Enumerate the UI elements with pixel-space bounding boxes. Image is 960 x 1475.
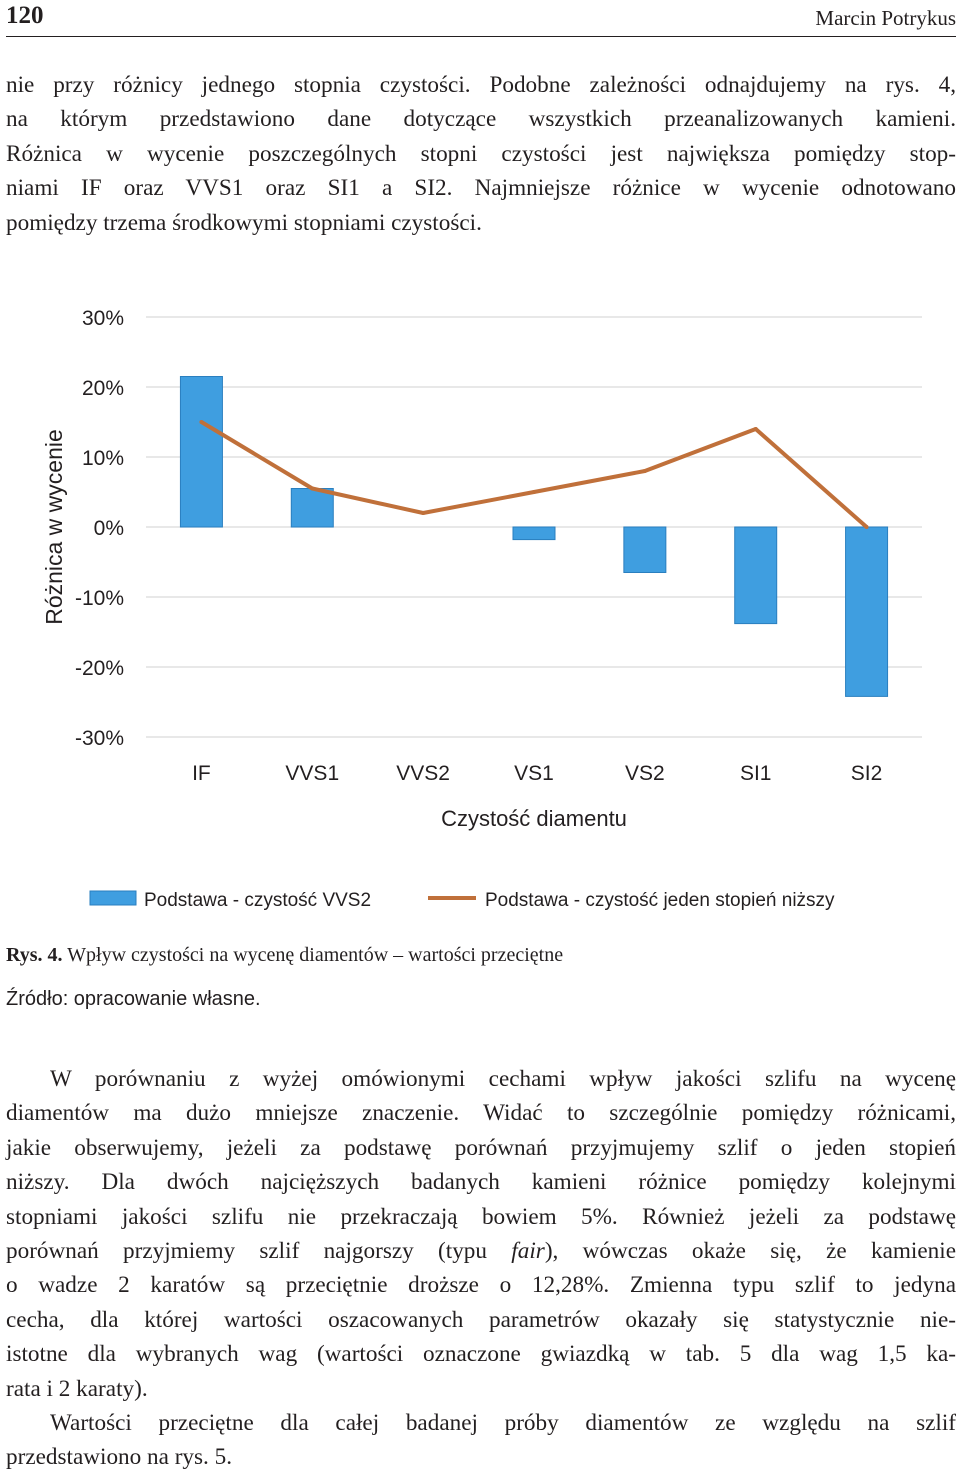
line-point-vs1 — [532, 490, 536, 494]
bar-si2 — [845, 526, 889, 697]
chart-legend: Podstawa - czystość VVS2 Podstawa - czys… — [89, 890, 835, 911]
bar-vvs1 — [290, 488, 334, 528]
legend-bar-swatch — [89, 890, 137, 906]
bar-vs2 — [623, 526, 667, 573]
page-header: 120 Marcin Potrykus — [6, 0, 956, 37]
bar-if — [179, 376, 223, 528]
page-number: 120 — [6, 2, 44, 29]
text-line: nie przy różnicy jednego stopnia czystoś… — [6, 72, 956, 98]
line-point-vs2 — [642, 469, 647, 473]
text-run-italic: fair — [511, 1238, 545, 1265]
line-point-if — [199, 420, 204, 424]
line-point-vvs2 — [421, 511, 426, 515]
text-line: niami IF oraz VVS1 oraz SI1 a SI2. Najmn… — [6, 175, 956, 202]
y-tick-label: -20% — [75, 657, 124, 680]
text-line: Wartości przeciętne dla całej badanej pr… — [50, 1410, 956, 1436]
paragraph-2: W porównaniu z wyżej omówionymi cechami … — [6, 1062, 956, 1406]
x-tick-label: VS1 — [514, 762, 554, 785]
y-tick-label: -30% — [75, 727, 124, 750]
x-tick-label: VS2 — [625, 762, 665, 785]
text-line: rata i 2 karaty). — [6, 1375, 148, 1402]
text-line: niższy. Dla dwóch najcięższych badanych … — [6, 1169, 956, 1196]
line-point-si2 — [864, 525, 869, 529]
paragraph-3: Wartości przeciętne dla całej badanej pr… — [6, 1406, 956, 1475]
text-line: pomiędzy trzema środkowymi stopniami czy… — [6, 209, 482, 236]
text-line: stopniami jakości szlifu nie przekraczaj… — [6, 1203, 956, 1230]
x-tick-label: VVS1 — [285, 762, 339, 785]
caption-label: Rys. 4. — [6, 944, 63, 966]
text-line: diamentów ma dużo mniejsze znaczenie. Wi… — [6, 1100, 956, 1127]
text-line: cecha, dla której wartości oszacowanych … — [6, 1306, 956, 1333]
text-line: o wadze 2 karatów są przeciętnie droższe… — [6, 1272, 956, 1299]
text-line: Różnica w wycenie poszczególnych stopni … — [6, 140, 956, 167]
text-line: istotne dla wybranych wag (wartości ozna… — [6, 1341, 956, 1368]
y-tick-label: 20% — [82, 377, 124, 400]
text-run: porównań przyjmiemy szlif najgorszy (typ… — [6, 1238, 512, 1265]
x-tick-label: IF — [192, 762, 211, 785]
text-line: W porównaniu z wyżej omówionymi cechami … — [50, 1066, 956, 1092]
legend-line-label: Podstawa - czystość jeden stopień niższy — [485, 890, 835, 911]
clarity-valuation-chart: 30% 20% 10% 0% -10% -20% -30% IF VVS1 VVS2 VS1 VS2… — [41, 307, 922, 911]
running-head-author: Marcin Potrykus — [815, 6, 956, 30]
bar-si1 — [734, 526, 778, 625]
text-line: na którym przedstawiono dane dotyczące w… — [6, 106, 956, 133]
y-tick-label: 30% — [82, 307, 124, 330]
y-tick-label: 0% — [94, 517, 124, 540]
line-point-si1 — [753, 427, 758, 431]
x-tick-label: SI2 — [851, 762, 883, 785]
paragraph-1: nie przy różnicy jednego stopnia czystoś… — [6, 68, 956, 240]
y-axis-label: Różnica w wycenie — [41, 429, 67, 625]
x-tick-label: VVS2 — [396, 762, 450, 785]
legend-bar-label: Podstawa - czystość VVS2 — [144, 890, 371, 911]
bar-vs1 — [512, 526, 556, 541]
y-tick-label: 10% — [82, 447, 124, 470]
text-line: przedstawiono na rys. 5. — [6, 1444, 233, 1471]
line-point-vvs1 — [310, 486, 315, 491]
text-run: ), wówczas okaże się, że kamienie — [544, 1238, 956, 1265]
figure-source: Źródło: opracowanie własne. — [6, 988, 261, 1010]
x-tick-label: SI1 — [740, 762, 772, 785]
figure-caption: Rys. 4. Wpływ czystości na wycenę diamen… — [6, 944, 563, 967]
caption-text: Wpływ czystości na wycenę diamentów – wa… — [67, 944, 564, 966]
y-tick-label: -10% — [75, 587, 124, 610]
text-line: porównań przyjmiemy szlif najgorszy (typ… — [6, 1234, 956, 1268]
text-line: jakie obserwujemy, jeżeli za podstawę po… — [6, 1134, 956, 1161]
x-axis-label: Czystość diamentu — [441, 806, 627, 831]
